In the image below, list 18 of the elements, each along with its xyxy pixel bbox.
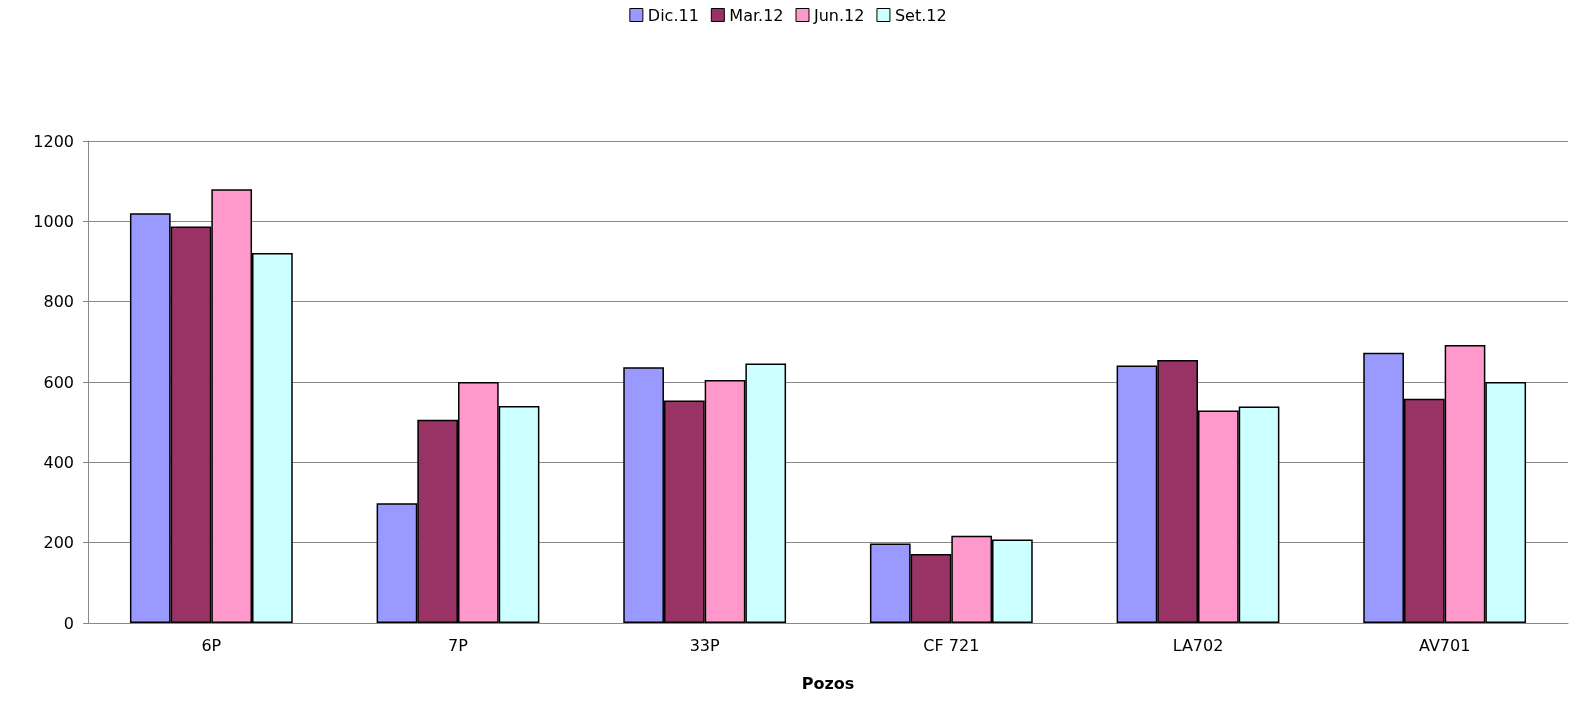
legend-label: Mar.12 [729, 5, 784, 25]
x-tick-label: CF 721 [923, 635, 980, 655]
x-tick-label: 7P [448, 635, 469, 655]
x-tick-label: 6P [201, 635, 222, 655]
x-axis-title: Pozos [801, 673, 855, 693]
legend-label: Dic.11 [647, 5, 699, 25]
x-tick-label: 33P [689, 635, 721, 655]
y-tick-label: 1200 [33, 131, 74, 151]
y-tick-label: 600 [43, 372, 74, 392]
legend-label: Set.12 [894, 5, 947, 25]
x-tick-label: AV701 [1418, 635, 1471, 655]
y-tick-label: 800 [43, 292, 74, 312]
legend-label: Jun.12 [813, 5, 865, 25]
x-tick-label: LA702 [1172, 635, 1224, 655]
y-tick-label: 400 [43, 452, 74, 472]
y-tick-label: 0 [63, 613, 74, 633]
y-tick-label: 1000 [33, 211, 74, 231]
y-tick-label: 200 [43, 533, 74, 553]
